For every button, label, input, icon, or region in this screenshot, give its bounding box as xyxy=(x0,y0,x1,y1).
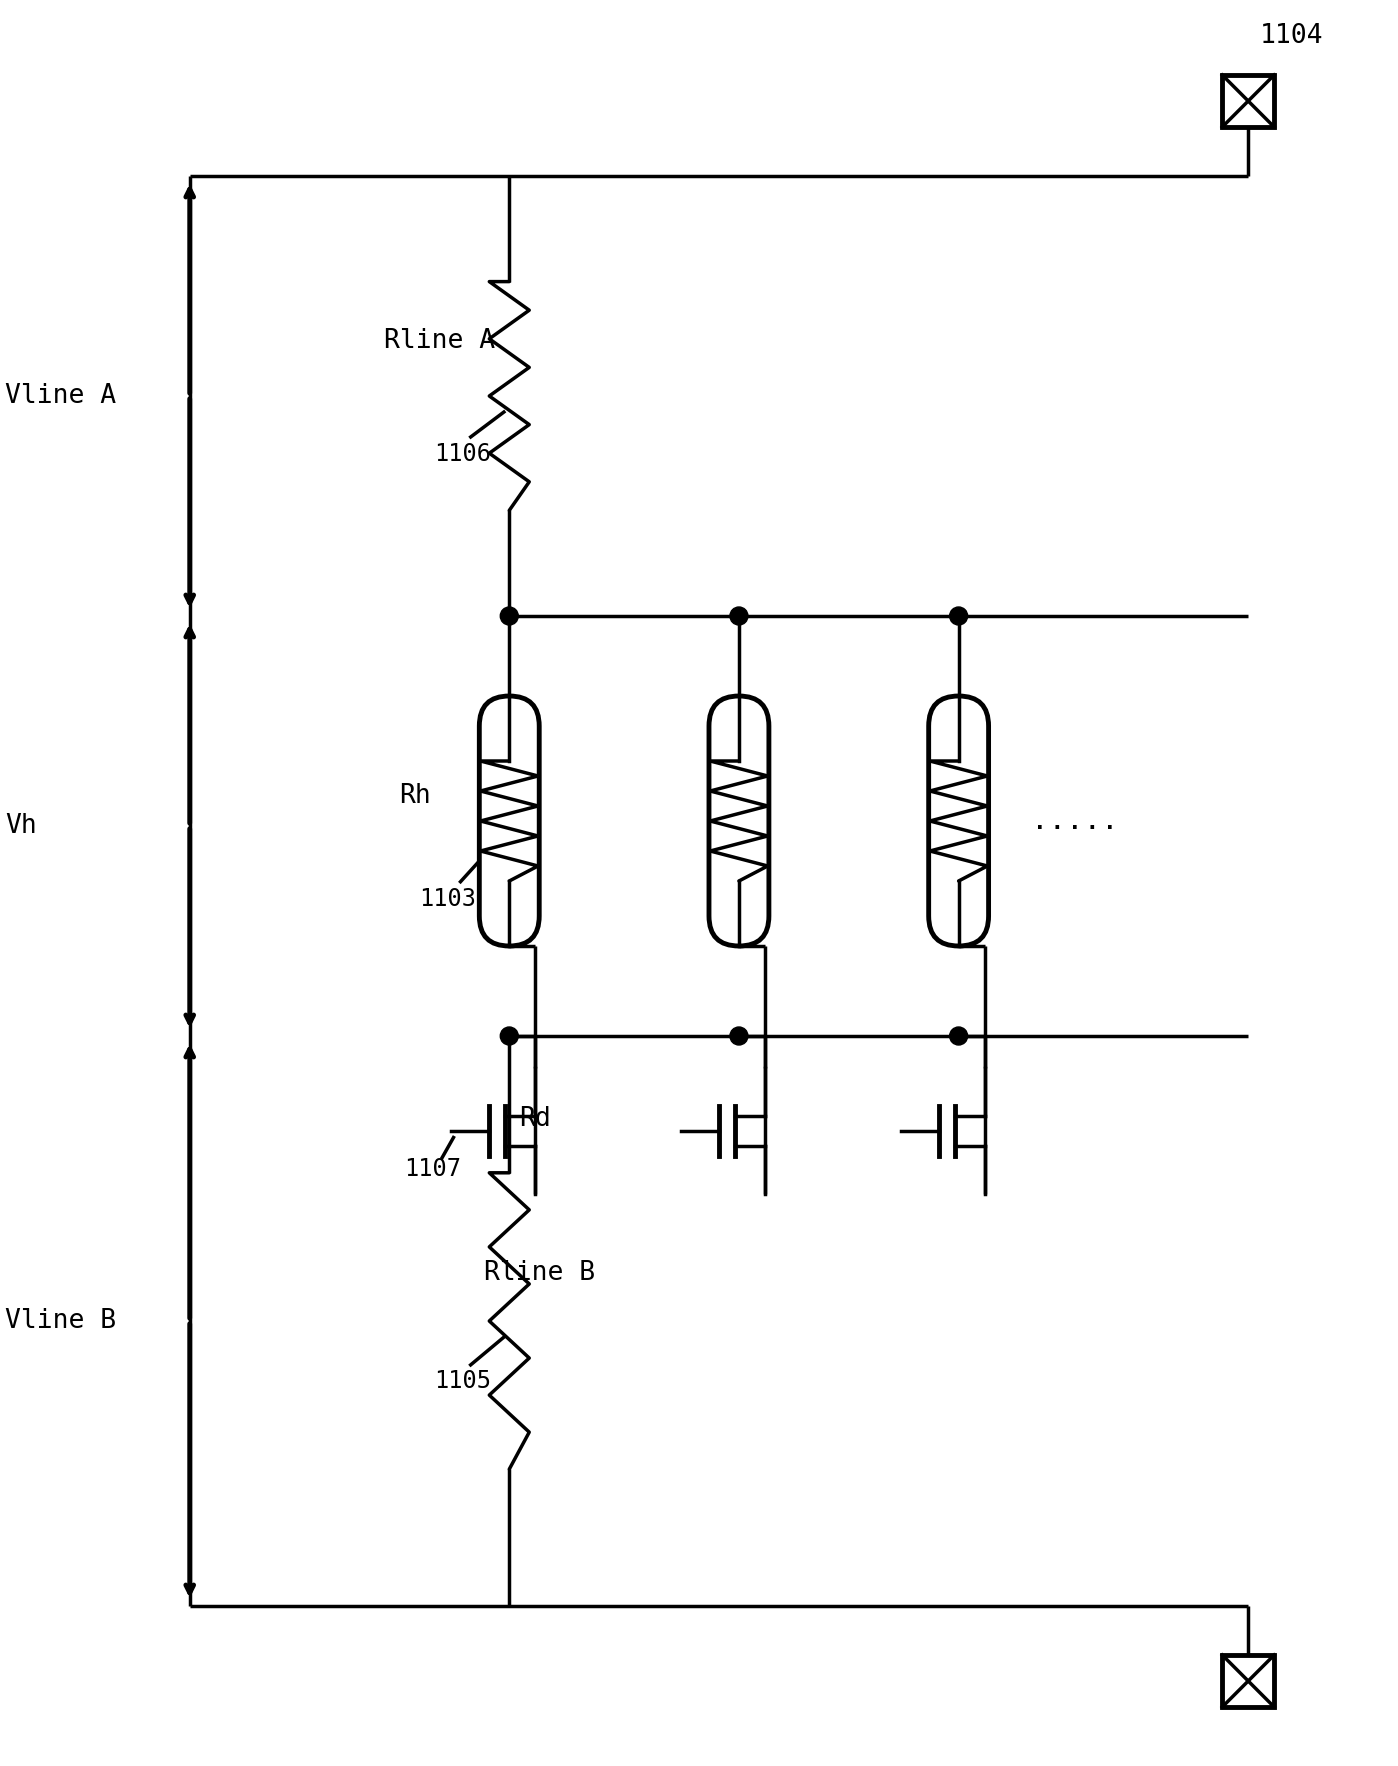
Circle shape xyxy=(500,608,519,625)
Text: Vline B: Vline B xyxy=(6,1309,116,1333)
Text: .....: ..... xyxy=(1030,807,1118,835)
Circle shape xyxy=(949,1028,967,1045)
Text: 1105: 1105 xyxy=(435,1369,491,1393)
Text: Rline B: Rline B xyxy=(484,1259,596,1286)
FancyBboxPatch shape xyxy=(480,696,540,947)
FancyBboxPatch shape xyxy=(709,696,769,947)
Circle shape xyxy=(730,1028,748,1045)
Text: Rh: Rh xyxy=(400,782,431,809)
Circle shape xyxy=(730,608,748,625)
Text: Rline A: Rline A xyxy=(384,328,495,353)
Bar xyxy=(1222,74,1274,127)
Text: 1104: 1104 xyxy=(1260,23,1324,49)
Text: Rd: Rd xyxy=(519,1106,551,1132)
Text: 1106: 1106 xyxy=(435,442,491,466)
Bar xyxy=(1222,1655,1274,1708)
Circle shape xyxy=(500,1028,519,1045)
Text: 1107: 1107 xyxy=(404,1157,461,1181)
FancyBboxPatch shape xyxy=(928,696,988,947)
Circle shape xyxy=(949,608,967,625)
Text: 1103: 1103 xyxy=(419,887,477,911)
Text: Vline A: Vline A xyxy=(6,383,116,410)
Text: Vh: Vh xyxy=(6,812,36,839)
